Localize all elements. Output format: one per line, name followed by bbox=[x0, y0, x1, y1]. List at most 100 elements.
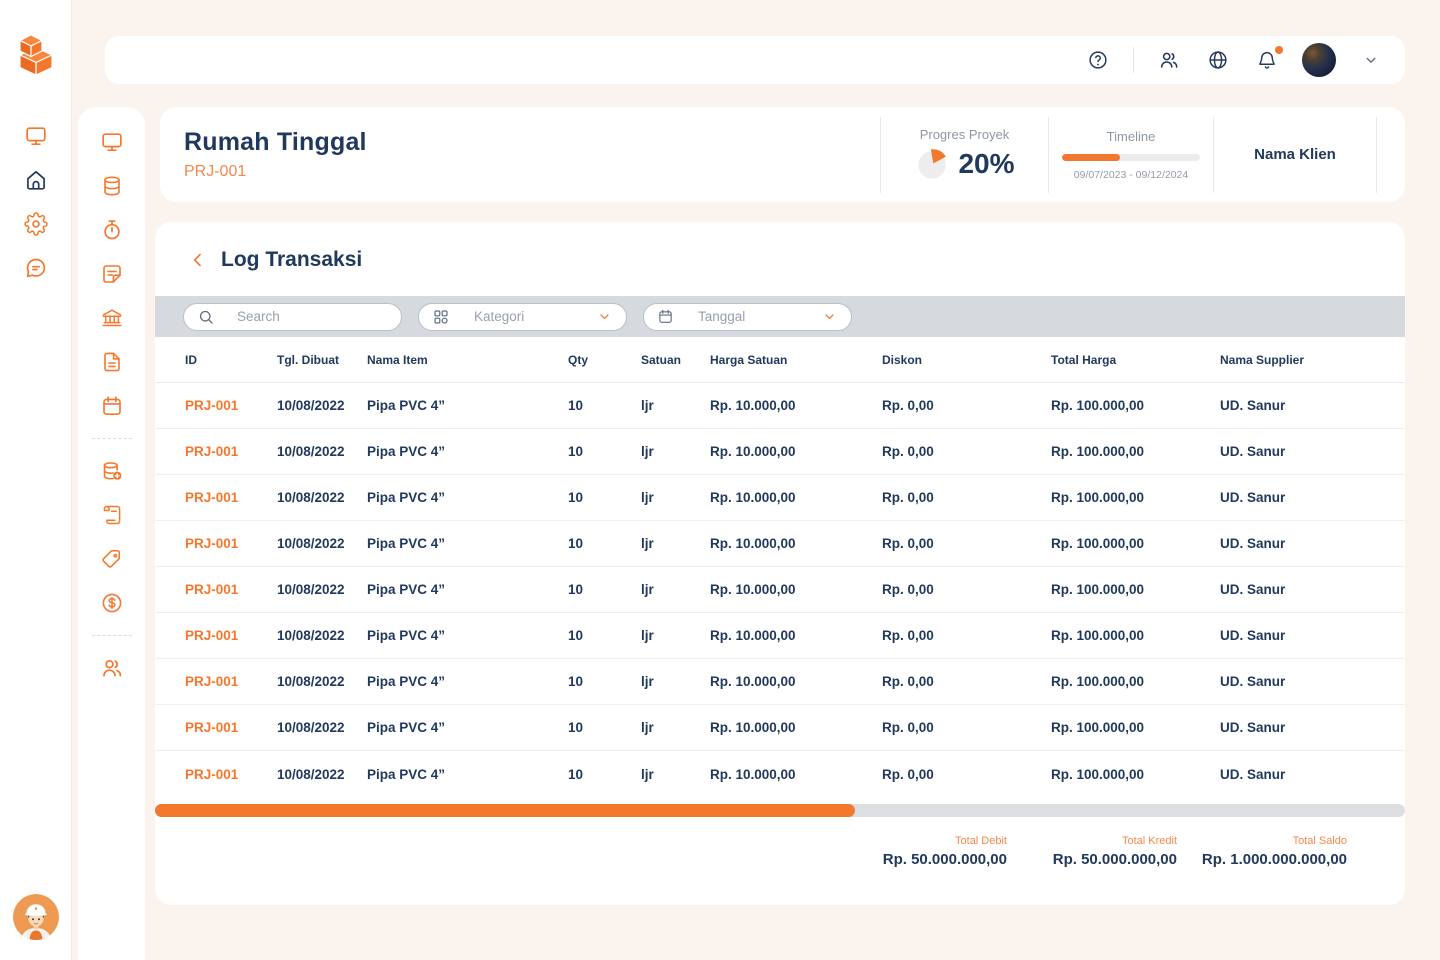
project-title: Rumah Tinggal bbox=[184, 128, 367, 156]
user-avatar[interactable] bbox=[1302, 43, 1336, 77]
cell: UD. Sanur bbox=[1220, 536, 1286, 551]
project-client: Nama Klien bbox=[1213, 116, 1377, 193]
progress-pie-chart bbox=[914, 146, 950, 182]
cell: Rp. 0,00 bbox=[882, 398, 934, 413]
help-icon[interactable] bbox=[1084, 48, 1112, 72]
cell: Pipa PVC 4” bbox=[367, 398, 446, 413]
cell: Rp. 100.000,00 bbox=[1051, 674, 1145, 689]
primary-nav bbox=[22, 124, 50, 280]
cell: Rp. 10.000,00 bbox=[710, 628, 796, 643]
cell: 10 bbox=[568, 628, 584, 643]
timeline-progress-bar bbox=[1062, 153, 1200, 161]
table-row[interactable]: PRJ-001 10/08/2022 Pipa PVC 4” 10 ljr Rp. 10.… bbox=[155, 383, 1405, 429]
sidebar-item-workspace[interactable] bbox=[22, 124, 50, 148]
category-grid-icon bbox=[432, 308, 450, 326]
search-box[interactable] bbox=[183, 302, 402, 331]
table-row[interactable]: PRJ-001 10/08/2022 Pipa PVC 4” 10 ljr Rp. 10.… bbox=[155, 521, 1405, 567]
column-header: Nama Supplier bbox=[1220, 352, 1305, 367]
sidebar-item-messages[interactable] bbox=[22, 256, 50, 280]
scrollbar-thumb[interactable] bbox=[155, 804, 855, 817]
table-row[interactable]: PRJ-001 10/08/2022 Pipa PVC 4” 10 ljr Rp. 10.… bbox=[155, 705, 1405, 751]
bell-icon[interactable] bbox=[1253, 46, 1283, 72]
cell: 10/08/2022 bbox=[277, 674, 345, 689]
globe-icon[interactable] bbox=[1204, 48, 1232, 72]
cell: UD. Sanur bbox=[1220, 766, 1286, 782]
cell: Rp. 10.000,00 bbox=[710, 674, 796, 689]
timeline-label: Timeline bbox=[1106, 128, 1156, 144]
sidebar-item-notes[interactable] bbox=[98, 262, 126, 286]
sidebar-item-finance[interactable] bbox=[98, 591, 126, 615]
cell: Rp. 0,00 bbox=[882, 628, 934, 643]
sidebar-item-calendar[interactable] bbox=[98, 394, 126, 418]
chevron-down-icon bbox=[596, 308, 613, 325]
users-icon[interactable] bbox=[1155, 48, 1183, 72]
sidebar-item-dashboard[interactable] bbox=[98, 130, 126, 154]
cell: Rp. 100.000,00 bbox=[1051, 628, 1145, 643]
cell: Rp. 0,00 bbox=[882, 444, 934, 459]
cell: 10/08/2022 bbox=[277, 490, 345, 505]
search-input[interactable] bbox=[237, 309, 377, 324]
cell: Rp. 10.000,00 bbox=[710, 766, 796, 782]
calendar-icon bbox=[657, 308, 674, 325]
cell: Pipa PVC 4” bbox=[367, 536, 446, 551]
table-row[interactable]: PRJ-001 10/08/2022 Pipa PVC 4” 10 ljr Rp. 10.… bbox=[155, 567, 1405, 613]
cell: UD. Sanur bbox=[1220, 628, 1286, 643]
project-header-card: Rumah Tinggal PRJ-001 Progres Proyek 20%… bbox=[160, 107, 1405, 202]
cell-id: PRJ-001 bbox=[185, 628, 239, 643]
cell: 10 bbox=[568, 490, 584, 505]
sidebar-item-labels[interactable] bbox=[98, 547, 126, 571]
progress-value: 20% bbox=[958, 148, 1015, 179]
cell: ljr bbox=[641, 536, 654, 551]
back-button[interactable] bbox=[188, 250, 208, 270]
table-row[interactable]: PRJ-001 10/08/2022 Pipa PVC 4” 10 ljr Rp. 10.… bbox=[155, 659, 1405, 705]
cell: 10/08/2022 bbox=[277, 628, 345, 643]
kategori-dropdown[interactable]: Kategori bbox=[418, 302, 627, 331]
sidebar-item-settings[interactable] bbox=[22, 212, 50, 236]
tanggal-label: Tanggal bbox=[698, 309, 746, 324]
table-row[interactable]: PRJ-001 10/08/2022 Pipa PVC 4” 10 ljr Rp. 10.… bbox=[155, 613, 1405, 659]
cell: Rp. 10.000,00 bbox=[710, 720, 796, 735]
cell: Pipa PVC 4” bbox=[367, 628, 446, 643]
cell-id: PRJ-001 bbox=[185, 582, 239, 597]
cell: Rp. 100.000,00 bbox=[1051, 720, 1145, 735]
column-header: Qty bbox=[568, 352, 589, 367]
cell: Pipa PVC 4” bbox=[367, 490, 446, 505]
primary-sidebar bbox=[0, 0, 72, 960]
cell: UD. Sanur bbox=[1220, 398, 1286, 413]
column-header: Harga Satuan bbox=[710, 352, 788, 367]
cell: 10/08/2022 bbox=[277, 444, 345, 459]
cell: Rp. 100.000,00 bbox=[1051, 490, 1145, 505]
total-block: Total Saldo Rp. 1.000.000.000,00 bbox=[1177, 835, 1347, 868]
column-header: Tgl. Dibuat bbox=[277, 352, 339, 367]
totals-row: Total Debit Rp. 50.000.000,00 Total Kredit… bbox=[155, 835, 1405, 868]
sidebar-item-documents[interactable] bbox=[98, 350, 126, 374]
sidebar-item-transactions[interactable] bbox=[98, 503, 126, 527]
cell: Rp. 0,00 bbox=[882, 674, 934, 689]
cell-id: PRJ-001 bbox=[185, 536, 239, 551]
worker-avatar[interactable] bbox=[13, 894, 59, 940]
cell: Pipa PVC 4” bbox=[367, 582, 446, 597]
cell: ljr bbox=[641, 582, 654, 597]
cell: ljr bbox=[641, 674, 654, 689]
column-header: Satuan bbox=[641, 352, 682, 367]
sidebar-item-team[interactable] bbox=[98, 656, 126, 680]
cell: Rp. 100.000,00 bbox=[1051, 766, 1145, 782]
cell: Rp. 100.000,00 bbox=[1051, 444, 1145, 459]
sidebar-item-time[interactable] bbox=[98, 218, 126, 242]
filter-bar: Kategori Tanggal bbox=[155, 296, 1405, 337]
table-row[interactable]: PRJ-001 10/08/2022 Pipa PVC 4” 10 ljr Rp. 10.… bbox=[155, 475, 1405, 521]
cell: UD. Sanur bbox=[1220, 582, 1286, 597]
column-header: Diskon bbox=[882, 352, 923, 367]
sidebar-item-home[interactable] bbox=[22, 168, 50, 192]
table-row[interactable]: PRJ-001 10/08/2022 Pipa PVC 4” 10 ljr Rp. 10.… bbox=[155, 751, 1405, 797]
cell-id: PRJ-001 bbox=[185, 398, 239, 413]
horizontal-scrollbar bbox=[155, 804, 1405, 817]
sidebar-item-bank[interactable] bbox=[98, 306, 126, 330]
sidebar-item-add-data[interactable] bbox=[98, 459, 126, 483]
table-row[interactable]: PRJ-001 10/08/2022 Pipa PVC 4” 10 ljr Rp. 10.… bbox=[155, 429, 1405, 475]
cell: Pipa PVC 4” bbox=[367, 444, 446, 459]
sidebar-item-data[interactable] bbox=[98, 174, 126, 198]
cell: ljr bbox=[641, 766, 654, 782]
tanggal-dropdown[interactable]: Tanggal bbox=[643, 302, 852, 331]
chevron-down-icon[interactable] bbox=[1357, 48, 1385, 72]
